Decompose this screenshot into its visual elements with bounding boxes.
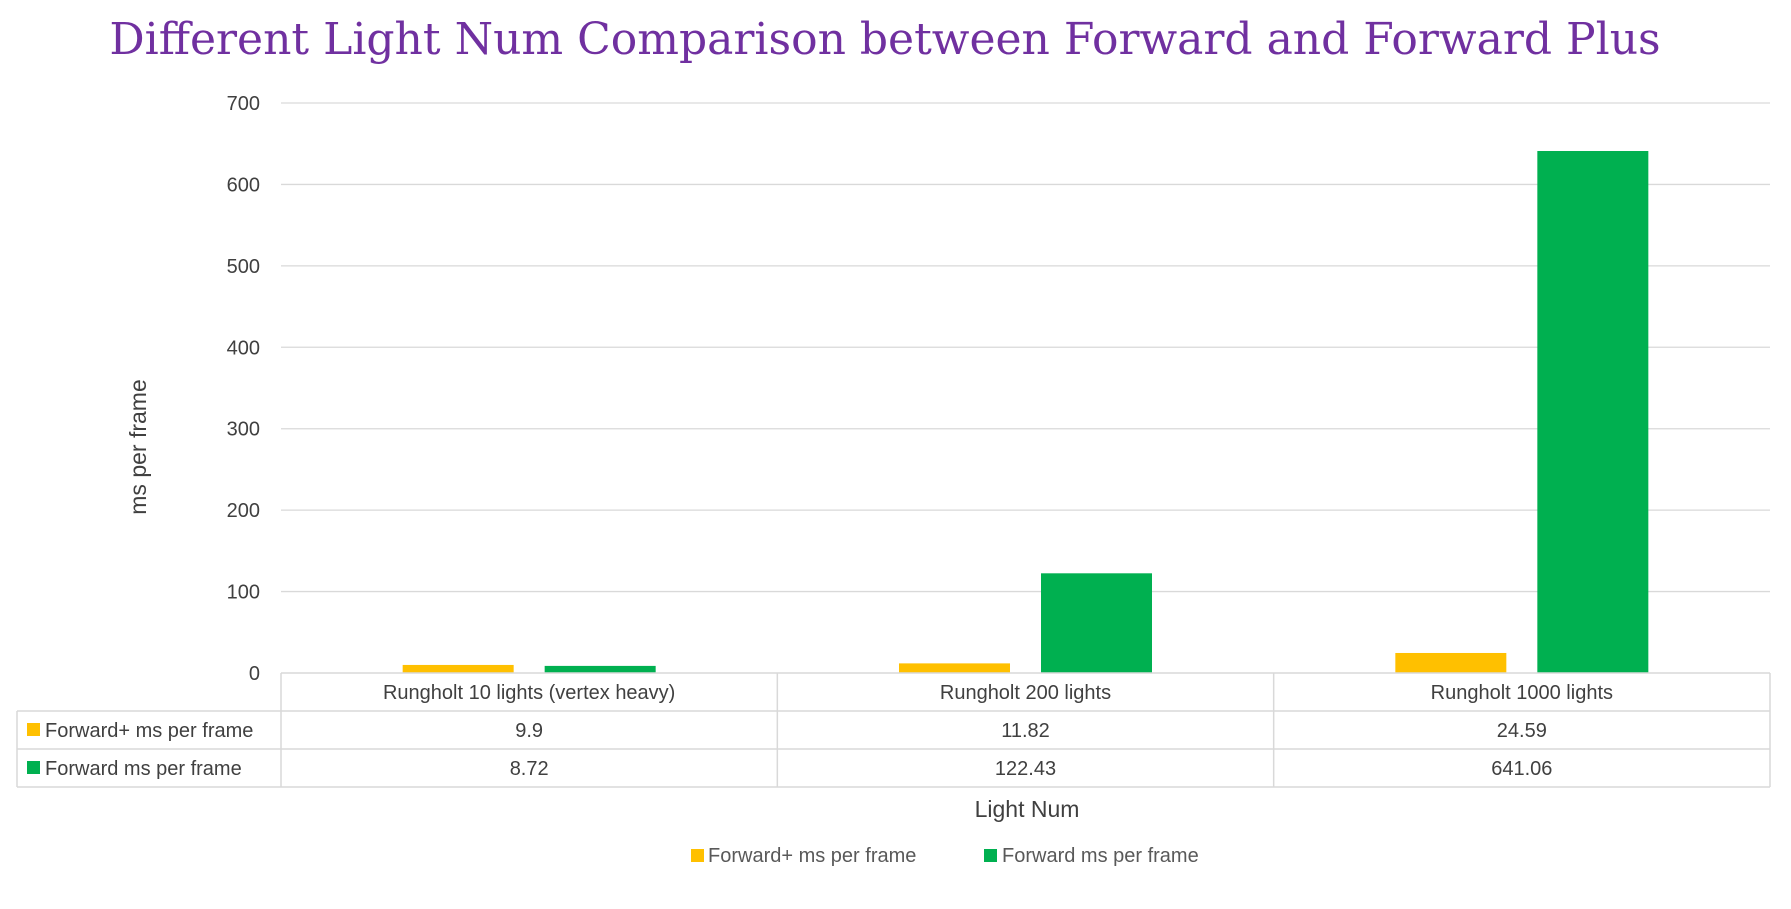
y-tick-label: 300	[227, 419, 260, 441]
legend-label: Forward+ ms per frame	[708, 845, 916, 867]
data-table: Rungholt 10 lights (vertex heavy) Runghol…	[16, 672, 1771, 788]
y-tick-label: 400	[227, 337, 260, 359]
table-legend-key	[27, 761, 40, 774]
y-tick-label: 500	[227, 256, 260, 278]
legend-key	[984, 849, 997, 862]
bar-forward-plus-3	[1395, 652, 1507, 673]
legend-label: Forward ms per frame	[1002, 845, 1199, 867]
bar-forward-3	[1537, 150, 1649, 673]
bar-forward-1	[544, 665, 656, 673]
category-label: Rungholt 200 lights	[940, 682, 1111, 704]
x-axis-title: Light Num	[975, 796, 1080, 822]
data-value-label: 11.82	[1001, 720, 1050, 742]
table-series-name: Forward+ ms per frame	[45, 720, 253, 742]
y-tick-label: 200	[227, 500, 260, 522]
bar-forward-plus-1	[402, 664, 514, 673]
table-series-name: Forward ms per frame	[45, 758, 242, 780]
y-tick-label: 700	[227, 93, 260, 115]
legend-key	[691, 849, 704, 862]
data-value-label: 122.43	[995, 758, 1056, 780]
table-legend-key	[27, 723, 40, 736]
data-value-label: 641.06	[1491, 758, 1552, 780]
bars	[402, 150, 1649, 673]
gridlines	[281, 102, 1770, 593]
y-axis-ticks: 0 100 200 300 400 500 600 700	[227, 93, 260, 685]
data-value-label: 8.72	[510, 758, 549, 780]
legend: Forward+ ms per frame Forward ms per fram…	[691, 845, 1199, 867]
y-tick-label: 100	[227, 582, 260, 604]
data-value-label: 24.59	[1497, 720, 1547, 742]
category-label: Rungholt 1000 lights	[1431, 682, 1613, 704]
chart-title: Different Light Num Comparison between F…	[109, 14, 1660, 65]
y-tick-label: 0	[249, 663, 260, 685]
bar-forward-2	[1041, 573, 1152, 673]
y-tick-label: 600	[227, 174, 260, 196]
data-value-label: 9.9	[515, 720, 543, 742]
category-label: Rungholt 10 lights (vertex heavy)	[383, 682, 675, 704]
bar-forward-plus-2	[899, 663, 1010, 673]
y-axis-title: ms per frame	[125, 379, 151, 514]
